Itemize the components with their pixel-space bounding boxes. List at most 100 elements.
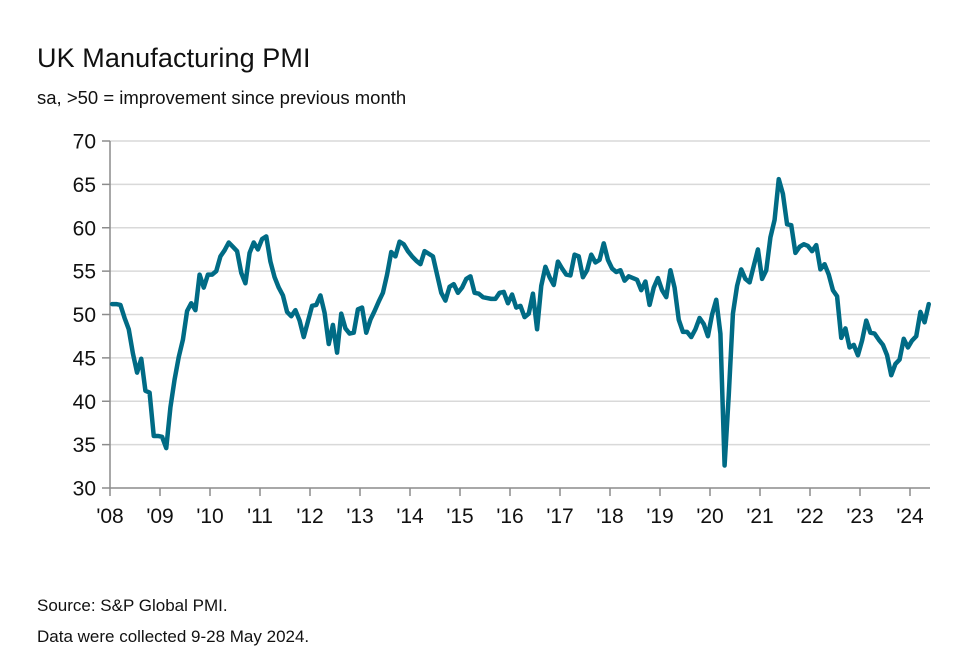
data-point [527,312,531,316]
data-point [873,332,877,336]
data-point [535,327,539,331]
data-point [173,378,177,382]
data-point [685,330,689,334]
data-point [668,268,672,272]
data-point [210,273,214,277]
data-point [285,310,289,314]
data-point [289,314,293,318]
data-point [577,254,581,258]
data-point [831,288,835,292]
data-point [439,291,443,295]
data-point [698,316,702,320]
axes: 30 35 40 45 50 55 60 65 70 '08 '09 '10 '11 '12 '13 '14 '… [73,131,930,528]
data-point [302,335,306,339]
y-tick-label: 60 [73,217,96,240]
data-point [585,268,589,272]
data-point [139,357,143,361]
data-point [423,249,427,253]
data-point [706,334,710,338]
data-point [539,284,543,288]
data-point [277,286,281,290]
y-tick-label: 65 [73,174,96,197]
data-point [748,280,752,284]
data-point [143,389,147,393]
data-point [623,279,627,283]
data-point [927,302,931,306]
data-point [760,277,764,281]
data-point [223,248,227,252]
data-point [202,286,206,290]
data-point [710,313,714,317]
data-point [281,293,285,297]
data-point [489,297,493,301]
x-tick-label: '10 [196,505,223,528]
data-point [356,307,360,311]
data-point [514,306,518,310]
data-point [481,295,485,299]
data-point [414,259,418,263]
data-point [835,294,839,298]
data-point [718,332,722,336]
data-point [406,249,410,253]
data-point [631,276,635,280]
data-point [648,303,652,307]
data-point [548,275,552,279]
data-point [360,306,364,310]
data-point [314,303,318,307]
data-point [610,267,614,271]
data-point [581,275,585,279]
data-point [410,254,414,258]
data-point [614,270,618,274]
data-point [593,260,597,264]
data-point [906,345,910,349]
data-point [877,338,881,342]
data-point [735,284,739,288]
data-point [560,267,564,271]
x-tick-label: '22 [796,505,823,528]
data-point [177,355,181,359]
data-point [852,343,856,347]
data-point [402,242,406,246]
x-tick-label: '23 [846,505,873,528]
data-point [893,362,897,366]
data-point [656,276,660,280]
data-point [606,258,610,262]
data-point [323,311,327,315]
data-point [239,271,243,275]
data-point [464,277,468,281]
x-tick-label: '16 [496,505,523,528]
data-point [193,308,197,312]
data-point [923,320,927,324]
x-tick-label: '13 [346,505,373,528]
data-point [918,310,922,314]
data-point [635,278,639,282]
data-point [806,244,810,248]
data-point [552,283,556,287]
data-point [110,302,114,306]
data-point [348,332,352,336]
data-point [743,277,747,281]
chart-title: UK Manufacturing PMI [37,43,311,73]
x-tick-label: '11 [247,505,273,528]
data-point [298,319,302,323]
data-point [752,264,756,268]
data-point [152,434,156,438]
data-point [810,249,814,253]
data-point [364,331,368,335]
data-point [435,273,439,277]
data-point [168,405,172,409]
data-point [618,268,622,272]
data-point [310,304,314,308]
data-point [335,351,339,355]
x-tick-label: '14 [396,505,424,528]
data-point [864,319,868,323]
data-point [677,318,681,322]
data-point [714,298,718,302]
data-point [485,296,489,300]
data-point [898,358,902,362]
data-point [768,235,772,239]
source-note: Source: S&P Global PMI. [37,596,228,615]
data-point [164,446,168,450]
data-point [839,336,843,340]
